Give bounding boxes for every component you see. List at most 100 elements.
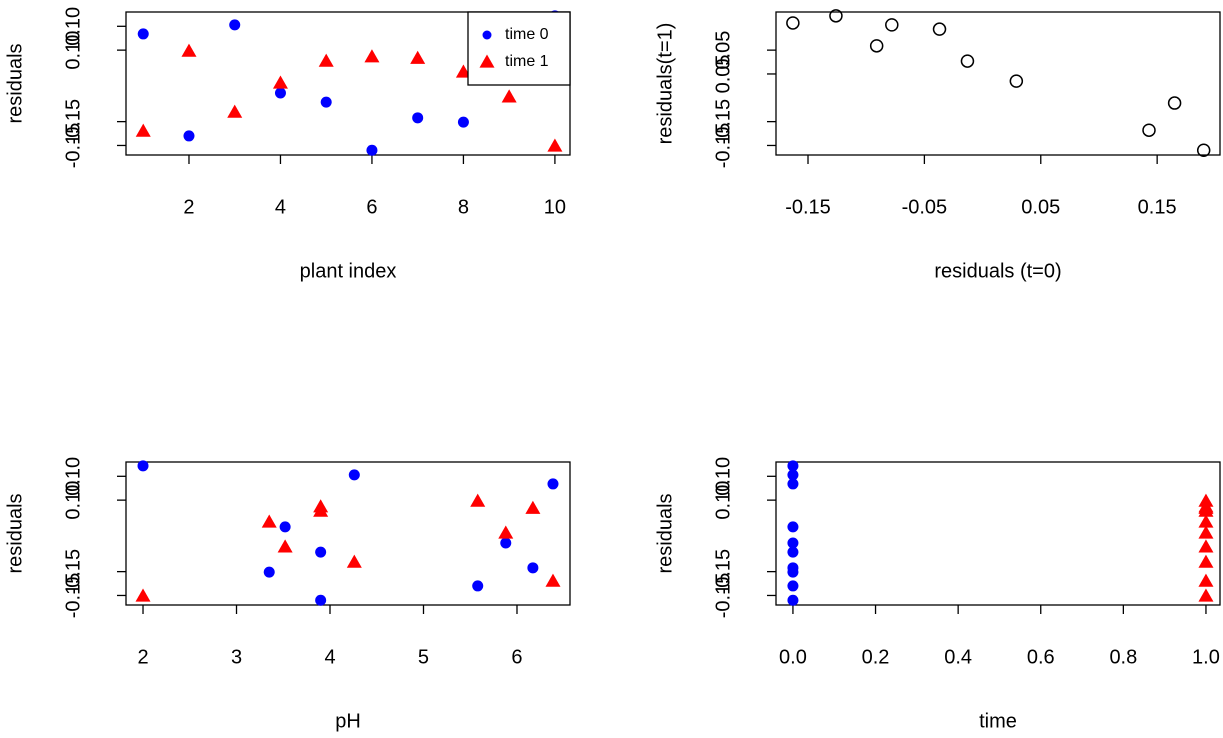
point: [787, 580, 799, 592]
x-tick-label: 0.0: [779, 646, 807, 668]
point: [320, 96, 332, 108]
y-tick-label: 0.10: [712, 457, 734, 496]
point: [1198, 525, 1214, 539]
y-axis-label: residuals(t=1): [654, 23, 676, 145]
point: [263, 566, 275, 578]
point: [137, 28, 149, 40]
point: [366, 144, 378, 156]
legend-marker: [479, 54, 495, 68]
x-tick-label: 0.8: [1109, 646, 1137, 668]
y-tick-label: -0.15: [712, 573, 734, 619]
point: [787, 546, 799, 558]
plot-box: [775, 11, 1221, 156]
point: [787, 521, 799, 533]
x-tick-label: 3: [231, 646, 242, 668]
point: [274, 87, 286, 99]
point: [1196, 143, 1211, 157]
point: [787, 537, 799, 549]
y-axis-label: residuals: [654, 493, 676, 573]
legend: time 0 time 1: [467, 11, 571, 86]
point: [1142, 123, 1156, 137]
y-tick-label: 0.10: [62, 7, 84, 46]
point: [1198, 514, 1214, 528]
plot-box: [775, 461, 1221, 606]
point: [829, 9, 843, 23]
panel: -0.15 -0.05 0.05 0.150.050.05-0.15-0.15resi…: [654, 9, 1221, 282]
point: [527, 562, 539, 574]
x-tick-label: -0.05: [902, 196, 948, 218]
legend-marker: [482, 30, 492, 40]
y-tick-label: -0.15: [712, 549, 734, 595]
x-tick-label: 8: [458, 196, 469, 218]
point: [1009, 74, 1024, 88]
x-tick-label: 5: [418, 646, 429, 668]
point: [279, 521, 291, 533]
point: [457, 116, 469, 128]
x-tick-label: 2: [183, 196, 194, 218]
point: [472, 580, 484, 592]
x-axis-label: pH: [335, 710, 361, 732]
point: [315, 594, 327, 606]
x-tick-label: 2: [137, 646, 148, 668]
point: [315, 546, 327, 558]
legend-label: time 0: [505, 26, 549, 43]
point: [135, 123, 151, 137]
panel: 0.0 0.2 0.4 0.6 0.8 1.0 0.100.10 -0.15-0.15 time…: [654, 457, 1221, 732]
point: [1167, 96, 1182, 110]
point: [277, 539, 293, 553]
y-tick-label: 0.10: [712, 481, 734, 520]
legend-label: time 1: [505, 53, 549, 70]
y-tick-label: 0.10: [62, 481, 84, 520]
x-tick-label: 1.0: [1192, 646, 1220, 668]
y-tick-label: -0.15: [712, 99, 734, 145]
y-tick-label: 0.10: [62, 31, 84, 70]
y-tick-label: 0.05: [712, 31, 734, 70]
point: [547, 478, 559, 490]
y-axis-label: residuals: [4, 493, 26, 573]
panel: 2 4 6 8 10 0.100.10 -0.15-0.15 plant index resid…: [4, 7, 571, 282]
x-axis-label: time: [979, 710, 1017, 732]
y-axis-label: residuals: [4, 43, 26, 123]
point: [1198, 573, 1214, 587]
x-tick-label: 0.05: [1021, 196, 1060, 218]
x-tick-label: 0.2: [862, 646, 890, 668]
x-tick-label: 0.6: [1027, 646, 1055, 668]
point: [1198, 588, 1214, 602]
point: [183, 130, 195, 142]
point: [498, 525, 514, 539]
point: [787, 478, 799, 490]
y-tick-label: -0.15: [62, 549, 84, 595]
y-tick-label: -0.15: [712, 123, 734, 169]
point: [364, 49, 380, 63]
x-tick-label: 6: [511, 646, 522, 668]
x-axis-label: plant index: [300, 260, 397, 282]
y-tick-label: -0.15: [62, 123, 84, 169]
point: [313, 499, 329, 513]
point: [869, 39, 884, 53]
point: [261, 514, 277, 528]
x-tick-label: -0.15: [785, 196, 831, 218]
point: [135, 588, 151, 602]
point: [786, 16, 800, 30]
point: [410, 50, 426, 64]
point: [181, 43, 197, 57]
y-tick-label: -0.15: [62, 573, 84, 619]
point: [455, 64, 471, 78]
point: [525, 500, 541, 514]
panel: 2 3 4 5 6 0.100.10 -0.15-0.15 pH residuals: [4, 457, 571, 732]
point: [346, 554, 362, 568]
x-tick-label: 4: [324, 646, 335, 668]
point: [470, 493, 486, 507]
point: [547, 138, 563, 152]
point: [272, 75, 288, 89]
y-tick-label: -0.15: [62, 99, 84, 145]
point: [932, 22, 947, 36]
point: [1198, 539, 1214, 553]
x-tick-label: 10: [544, 196, 566, 218]
x-tick-label: 0.15: [1138, 196, 1177, 218]
point: [348, 469, 360, 481]
point: [787, 469, 799, 481]
legend-box: [467, 11, 571, 86]
point: [1198, 554, 1214, 568]
plot-box: [125, 461, 571, 606]
